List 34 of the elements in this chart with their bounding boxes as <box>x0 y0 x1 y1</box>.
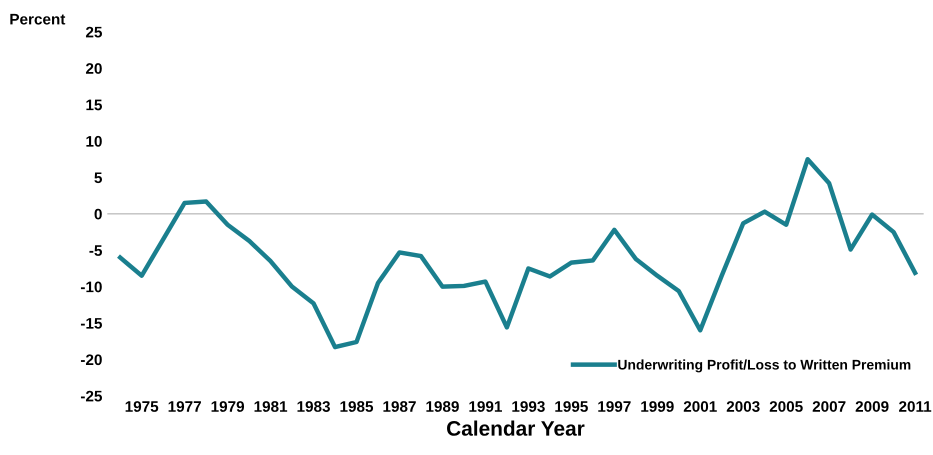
y-tick-label: 20 <box>86 63 102 74</box>
y-axis-title: Percent <box>10 14 66 25</box>
y-tick-label: 5 <box>94 172 102 184</box>
x-tick-label: 2005 <box>770 401 803 412</box>
x-tick-label: 1981 <box>254 401 288 412</box>
x-tick-label: 2009 <box>856 401 889 412</box>
x-tick-label: 1987 <box>383 401 416 412</box>
legend-label: Underwriting Profit/Loss to Written Premium <box>618 359 910 372</box>
x-tick-label: 1999 <box>641 401 674 412</box>
y-tick-label: -25 <box>80 390 102 402</box>
y-tick-label: 25 <box>86 26 102 38</box>
x-tick-label: 2001 <box>684 401 717 412</box>
x-tick-label: 1989 <box>426 401 459 412</box>
x-tick-label: 2003 <box>726 401 760 412</box>
y-tick-label: 0 <box>94 208 102 220</box>
x-tick-label: 1997 <box>598 401 631 412</box>
x-tick-label: 1991 <box>469 401 502 412</box>
line-series <box>118 157 918 350</box>
x-tick-label: 2007 <box>812 401 846 412</box>
x-tick-label: 1985 <box>340 401 374 412</box>
y-tick-label: 10 <box>86 136 102 147</box>
x-tick-label: 1993 <box>512 401 545 412</box>
x-tick-label: 1983 <box>298 401 330 412</box>
x-tick-label: 1995 <box>555 401 588 412</box>
y-tick-label: -20 <box>80 354 102 366</box>
y-tick-label: 15 <box>86 100 102 110</box>
x-tick-label: 1979 <box>212 401 244 412</box>
y-tick-label: -15 <box>80 318 102 329</box>
x-tick-label: 2011 <box>899 401 932 412</box>
x-axis-title: Calendar Year <box>447 420 584 436</box>
y-tick-label: -5 <box>89 245 102 256</box>
x-tick-label: 1975 <box>126 401 158 412</box>
x-tick-label: 1977 <box>168 401 201 412</box>
y-tick-label: -10 <box>80 282 102 292</box>
